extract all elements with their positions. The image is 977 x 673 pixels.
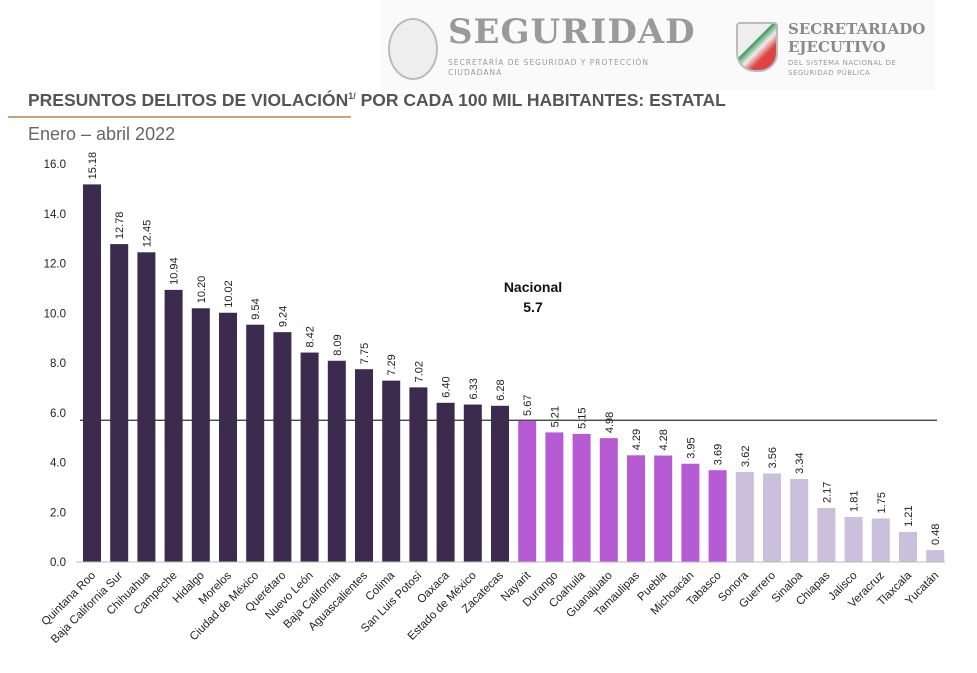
bar [926, 550, 945, 562]
bar-value-label: 9.54 [250, 298, 262, 319]
bar-value-label: 7.75 [359, 343, 371, 364]
bar [572, 433, 591, 562]
bar [300, 352, 319, 562]
bar-value-label: 6.33 [468, 378, 480, 399]
sesnsp-shield-icon [736, 22, 778, 72]
bar-value-label: 5.21 [549, 406, 561, 427]
bar-value-label: 6.28 [495, 379, 507, 400]
bar-value-label: 8.42 [305, 326, 317, 347]
national-seal-icon [388, 18, 438, 80]
bar-value-label: 3.62 [740, 446, 752, 467]
bar [491, 405, 509, 562]
secretariado-logo-subtitle: DEL SISTEMA NACIONAL DE SEGURIDAD PÚBLIC… [788, 59, 897, 77]
bar-value-label: 4.98 [604, 412, 616, 433]
y-tick-label: 14.0 [44, 209, 66, 221]
bar-value-label: 8.09 [332, 334, 344, 355]
bar [137, 252, 156, 562]
bar-value-label: 12.45 [141, 220, 153, 248]
bar [83, 184, 101, 562]
bar [327, 360, 346, 562]
secretariado-logo-title: SECRETARIADO EJECUTIVO [788, 20, 926, 56]
bar-value-label: 9.24 [277, 306, 289, 327]
bar-value-label: 6.40 [441, 376, 453, 397]
bar [246, 324, 265, 562]
bar [899, 531, 917, 562]
title-footnote: 1/ [348, 91, 356, 102]
bar-value-label: 0.48 [930, 524, 942, 545]
bar [790, 478, 809, 562]
bar-value-label: 10.94 [169, 257, 181, 285]
bar [191, 308, 210, 562]
title-main: PRESUNTOS DELITOS DE VIOLACIÓN [28, 90, 349, 110]
national-label: Nacional [504, 279, 562, 295]
bar [681, 463, 700, 562]
bar-value-label: 3.56 [767, 447, 779, 468]
bar [110, 244, 129, 562]
y-tick-label: 2.0 [50, 507, 66, 519]
bar-value-label: 3.69 [713, 444, 725, 465]
bar [844, 516, 863, 562]
bar [518, 420, 537, 562]
bar [817, 508, 836, 562]
bar [654, 455, 673, 562]
bar [545, 432, 564, 562]
bar-value-label: 12.78 [114, 212, 126, 240]
bar [355, 369, 373, 562]
bar-value-label: 10.02 [223, 280, 235, 308]
bar-value-label: 4.29 [631, 429, 643, 450]
chart-subtitle: Enero – abril 2022 [28, 124, 176, 144]
bar-value-label: 1.21 [903, 505, 915, 526]
bar [627, 455, 645, 562]
seguridad-logo-subtitle: SECRETARÍA DE SEGURIDAD Y PROTECCIÓN CIU… [448, 58, 649, 77]
bar [409, 387, 428, 562]
bar-value-label: 10.20 [196, 276, 208, 304]
chart-title: PRESUNTOS DELITOS DE VIOLACIÓN1/ POR CAD… [28, 90, 726, 111]
y-tick-label: 8.0 [50, 358, 66, 370]
bar [219, 312, 237, 562]
national-value: 5.7 [523, 299, 543, 315]
bar-value-label: 7.02 [413, 361, 425, 382]
bar [735, 471, 754, 562]
y-tick-label: 10.0 [44, 308, 66, 320]
bar [708, 470, 727, 562]
bar [871, 518, 890, 562]
y-tick-label: 4.0 [50, 458, 66, 470]
seguridad-logo-title: SEGURIDAD [448, 12, 696, 52]
y-tick-label: 16.0 [44, 159, 66, 171]
bar [599, 438, 618, 562]
bar [273, 332, 292, 562]
bar [763, 473, 781, 562]
bar [463, 404, 482, 562]
bar-value-label: 15.18 [87, 152, 99, 180]
y-tick-label: 6.0 [50, 408, 66, 420]
bar-value-label: 2.17 [821, 482, 833, 503]
title-rest: POR CADA 100 MIL HABITANTES: ESTATAL [355, 90, 726, 110]
bar-value-label: 5.15 [577, 407, 589, 428]
bar-value-label: 1.75 [876, 492, 888, 513]
y-tick-label: 12.0 [44, 259, 66, 271]
bar-value-label: 3.34 [794, 452, 806, 473]
bar-value-label: 3.95 [685, 437, 697, 458]
y-tick-label: 0.0 [50, 557, 66, 569]
bar-value-label: 5.67 [522, 395, 534, 416]
bar [382, 380, 401, 562]
title-underline [8, 116, 351, 118]
bar-value-label: 4.28 [658, 429, 670, 450]
header-logos: SEGURIDAD SECRETARÍA DE SEGURIDAD Y PROT… [380, 0, 935, 90]
bar-value-label: 1.81 [849, 491, 861, 512]
bar-value-label: 7.29 [386, 354, 398, 375]
bar [436, 402, 455, 562]
bar [164, 289, 183, 562]
